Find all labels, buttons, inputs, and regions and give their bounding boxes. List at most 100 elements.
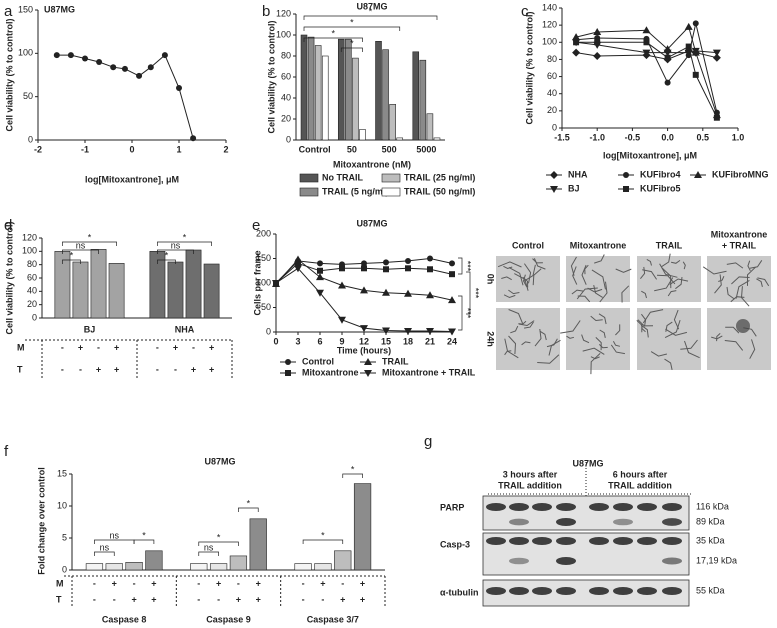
marker bbox=[663, 45, 672, 53]
y-tick-label: 150 bbox=[256, 253, 271, 263]
condition-sign: + bbox=[209, 342, 214, 352]
bar bbox=[167, 261, 184, 319]
band bbox=[532, 537, 552, 545]
condition-sign: + bbox=[151, 594, 156, 604]
cell bbox=[650, 351, 668, 357]
cell bbox=[665, 328, 688, 336]
significance-label: * bbox=[350, 17, 354, 27]
cell bbox=[508, 309, 524, 324]
cell bbox=[670, 259, 681, 264]
condition-sign: - bbox=[341, 578, 344, 588]
legend-marker bbox=[623, 186, 629, 192]
significance-bracket bbox=[466, 271, 471, 315]
band bbox=[556, 557, 576, 565]
marker bbox=[685, 43, 692, 50]
marker bbox=[338, 281, 346, 289]
condition-sign: + bbox=[151, 578, 156, 588]
significance-bracket bbox=[303, 26, 401, 31]
cell bbox=[659, 263, 678, 278]
x-axis-label: log[Mitoxantrone], μM bbox=[85, 174, 179, 184]
size-marker: 89 kDa bbox=[696, 516, 725, 526]
condition-sign: - bbox=[156, 364, 159, 374]
panel-letter: a bbox=[4, 3, 13, 20]
size-marker: 35 kDa bbox=[696, 535, 725, 545]
x-tick-label: 21 bbox=[425, 336, 435, 346]
cell bbox=[726, 262, 744, 269]
marker bbox=[449, 271, 455, 278]
cell bbox=[570, 256, 577, 276]
cell bbox=[595, 337, 602, 351]
column-header: Mitoxantrone bbox=[570, 240, 627, 250]
cell bbox=[680, 339, 698, 350]
cell bbox=[726, 286, 735, 300]
marker bbox=[572, 48, 581, 57]
band bbox=[662, 587, 682, 595]
blot-label: Casp-3 bbox=[440, 539, 470, 549]
x-tick-label: 0.0 bbox=[661, 132, 674, 142]
significance-bracket bbox=[458, 257, 463, 275]
bar bbox=[321, 55, 329, 141]
cell bbox=[667, 290, 677, 297]
column-header: Control bbox=[512, 240, 544, 250]
marker bbox=[427, 266, 433, 273]
band bbox=[509, 557, 529, 565]
band bbox=[613, 587, 633, 595]
x-axis-label: Mitoxantrone (nM) bbox=[333, 159, 411, 169]
significance-label: *** bbox=[463, 308, 473, 319]
significance-label: * bbox=[321, 530, 325, 540]
significance-label: * bbox=[217, 532, 221, 542]
band bbox=[556, 503, 576, 511]
y-tick-label: 20 bbox=[281, 113, 291, 123]
significance-label: * bbox=[351, 464, 355, 474]
y-tick-label: 0 bbox=[62, 564, 67, 574]
cell bbox=[664, 358, 673, 371]
marker bbox=[448, 328, 456, 336]
bar bbox=[125, 562, 143, 571]
significance-bracket bbox=[303, 37, 363, 42]
y-tick-label: 120 bbox=[22, 232, 37, 242]
bar bbox=[433, 137, 441, 141]
bar bbox=[203, 263, 220, 319]
significance-bracket bbox=[157, 259, 176, 264]
y-tick-label: 80 bbox=[547, 54, 557, 64]
cell bbox=[522, 274, 528, 287]
marker bbox=[82, 55, 88, 62]
chart-title: U87MG bbox=[204, 456, 235, 466]
y-axis-label: Cell viability (% to control) bbox=[524, 11, 534, 124]
legend-label: TRAIL bbox=[382, 356, 409, 366]
y-tick-label: 15 bbox=[57, 468, 67, 478]
legend-label: TRAIL (25 ng/ml) bbox=[404, 172, 475, 182]
cell bbox=[646, 258, 652, 266]
legend-swatch bbox=[299, 173, 319, 183]
y-tick-label: 100 bbox=[276, 29, 291, 39]
bar bbox=[426, 113, 434, 141]
panel-letter: e bbox=[252, 217, 260, 234]
significance-label: * bbox=[183, 232, 187, 242]
band bbox=[662, 557, 682, 565]
condition-sign: - bbox=[61, 364, 64, 374]
y-tick-label: 100 bbox=[22, 246, 37, 256]
cell bbox=[503, 294, 516, 299]
condition-sign: + bbox=[256, 578, 261, 588]
y-axis-label: Fold change over control bbox=[36, 467, 46, 575]
cell-cluster bbox=[736, 319, 750, 333]
marker bbox=[121, 65, 128, 72]
condition-sign: - bbox=[79, 364, 82, 374]
marker bbox=[67, 52, 74, 59]
band bbox=[556, 587, 576, 595]
cell bbox=[731, 276, 750, 285]
band bbox=[662, 503, 682, 511]
y-tick-label: 5 bbox=[62, 532, 67, 542]
condition-sign: + bbox=[131, 594, 136, 604]
band bbox=[637, 537, 657, 545]
x-tick-label: 12 bbox=[359, 336, 369, 346]
cell bbox=[747, 266, 756, 286]
marker bbox=[383, 266, 389, 273]
panel-letter: g bbox=[424, 433, 432, 450]
condition-sign: - bbox=[302, 578, 305, 588]
cell bbox=[610, 344, 625, 355]
panel-letter: c bbox=[521, 3, 529, 20]
condition-sign: - bbox=[93, 594, 96, 604]
marker bbox=[593, 52, 602, 60]
